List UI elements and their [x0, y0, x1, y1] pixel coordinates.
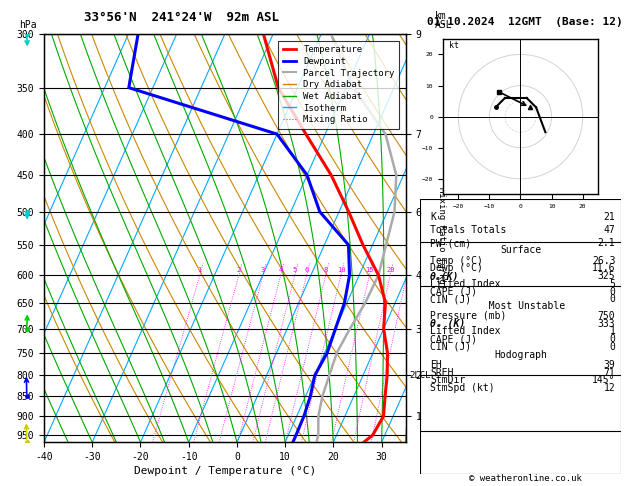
Text: 10: 10 — [337, 267, 345, 273]
Text: 11.6: 11.6 — [592, 263, 615, 274]
Legend: Temperature, Dewpoint, Parcel Trajectory, Dry Adiabat, Wet Adiabat, Isotherm, Mi: Temperature, Dewpoint, Parcel Trajectory… — [278, 40, 399, 129]
Text: 12: 12 — [604, 383, 615, 393]
Text: 33°56'N  241°24'W  92m ASL: 33°56'N 241°24'W 92m ASL — [84, 11, 279, 24]
Text: θₑ(K): θₑ(K) — [430, 271, 460, 281]
Text: Lifted Index: Lifted Index — [430, 279, 501, 289]
Text: K: K — [430, 212, 436, 222]
Text: 26.3: 26.3 — [592, 256, 615, 266]
Text: PW (cm): PW (cm) — [430, 238, 471, 248]
Text: 8: 8 — [324, 267, 328, 273]
Text: 4: 4 — [279, 267, 283, 273]
Text: hPa: hPa — [19, 20, 36, 30]
Text: Most Unstable: Most Unstable — [477, 301, 565, 312]
Text: StmDir: StmDir — [430, 376, 465, 385]
Text: Totals Totals: Totals Totals — [430, 226, 506, 235]
Text: 21: 21 — [604, 212, 615, 222]
Text: SREH: SREH — [430, 368, 454, 378]
Text: 15: 15 — [365, 267, 374, 273]
Text: Hodograph: Hodograph — [494, 350, 547, 360]
Text: θₑ (K): θₑ (K) — [430, 319, 465, 329]
Text: 1: 1 — [610, 326, 615, 336]
Text: 333: 333 — [598, 319, 615, 329]
Text: 47: 47 — [604, 226, 615, 235]
Text: 2LCL: 2LCL — [409, 371, 431, 380]
Text: 71: 71 — [604, 368, 615, 378]
Text: Temp (°C): Temp (°C) — [430, 256, 483, 266]
Text: kt: kt — [449, 41, 459, 50]
Text: 0: 0 — [610, 342, 615, 352]
Text: StmSpd (kt): StmSpd (kt) — [430, 383, 495, 393]
Text: 2.1: 2.1 — [598, 238, 615, 248]
Text: 6: 6 — [304, 267, 309, 273]
Text: 1: 1 — [198, 267, 202, 273]
Text: 01.10.2024  12GMT  (Base: 12): 01.10.2024 12GMT (Base: 12) — [427, 17, 623, 27]
Text: Mixing Ratio (g/kg): Mixing Ratio (g/kg) — [437, 187, 447, 289]
Text: © weatheronline.co.uk: © weatheronline.co.uk — [469, 474, 582, 483]
Text: 0: 0 — [610, 334, 615, 344]
Text: km
ASL: km ASL — [435, 11, 452, 30]
Text: 5: 5 — [610, 279, 615, 289]
Text: CIN (J): CIN (J) — [430, 342, 471, 352]
Text: 2: 2 — [237, 267, 241, 273]
Text: Pressure (mb): Pressure (mb) — [430, 311, 506, 321]
Text: EH: EH — [430, 361, 442, 370]
Text: CIN (J): CIN (J) — [430, 294, 471, 304]
Text: CAPE (J): CAPE (J) — [430, 334, 477, 344]
Text: Lifted Index: Lifted Index — [430, 326, 501, 336]
X-axis label: Dewpoint / Temperature (°C): Dewpoint / Temperature (°C) — [134, 466, 316, 476]
Text: 39: 39 — [604, 361, 615, 370]
Text: 20: 20 — [386, 267, 394, 273]
Text: CAPE (J): CAPE (J) — [430, 287, 477, 296]
Text: Surface: Surface — [500, 245, 542, 255]
Text: 750: 750 — [598, 311, 615, 321]
Text: Dewp (°C): Dewp (°C) — [430, 263, 483, 274]
Text: 145°: 145° — [592, 376, 615, 385]
Text: 3: 3 — [261, 267, 265, 273]
Text: 0: 0 — [610, 294, 615, 304]
Text: 0: 0 — [610, 287, 615, 296]
Text: 5: 5 — [292, 267, 297, 273]
Text: 325: 325 — [598, 271, 615, 281]
